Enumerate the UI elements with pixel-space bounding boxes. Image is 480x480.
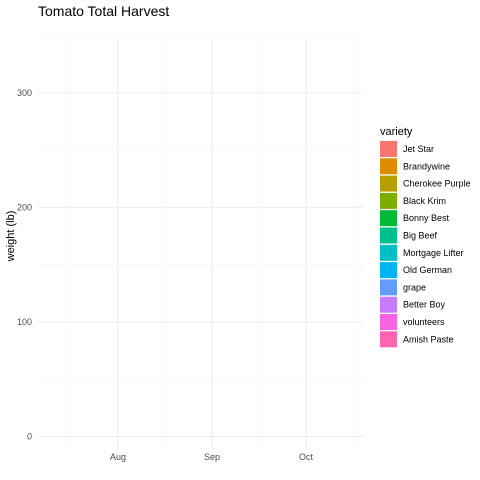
legend-label: Mortgage Lifter	[403, 248, 464, 258]
legend-label: Black Krim	[403, 196, 446, 206]
legend-title: variety	[380, 126, 413, 138]
legend-swatch	[380, 210, 397, 227]
legend-swatch	[380, 192, 397, 209]
y-axis-title: weight (lb)	[5, 211, 17, 263]
legend-label: volunteers	[403, 317, 445, 327]
legend-swatch	[380, 262, 397, 279]
legend-label: Brandywine	[403, 161, 450, 171]
x-tick-label: Oct	[299, 452, 314, 462]
legend-swatch	[380, 141, 397, 157]
y-tick-label: 0	[27, 432, 32, 442]
chart-title: Tomato Total Harvest	[38, 3, 169, 19]
x-axis: Aug Sep Oct	[110, 452, 314, 462]
legend-label: Old German	[403, 265, 452, 275]
legend-swatch	[380, 296, 397, 313]
legend-swatch	[380, 244, 397, 261]
x-tick-label: Aug	[110, 452, 126, 462]
legend-swatch	[380, 279, 397, 296]
legend-swatch	[380, 175, 397, 192]
legend: variety Jet Star Brandywine Cherokee Purpl…	[380, 126, 471, 348]
legend-label: Bonny Best	[403, 213, 450, 223]
legend-label: Big Beef	[403, 231, 438, 241]
x-tick-label: Sep	[204, 452, 220, 462]
legend-label: Amish Paste	[403, 334, 454, 344]
legend-label: Jet Star	[403, 144, 434, 154]
legend-label: Cherokee Purple	[403, 179, 471, 189]
y-tick-label: 100	[17, 317, 32, 327]
y-tick-label: 300	[17, 88, 32, 98]
legend-swatch	[380, 227, 397, 244]
y-axis: 0 100 200 300	[17, 88, 32, 442]
grid	[38, 35, 363, 448]
y-tick-label: 200	[17, 202, 32, 212]
legend-label: Better Boy	[403, 300, 446, 310]
legend-label: grape	[403, 282, 426, 292]
legend-swatch	[380, 331, 397, 348]
legend-swatch	[380, 314, 397, 330]
legend-swatch	[380, 158, 397, 175]
